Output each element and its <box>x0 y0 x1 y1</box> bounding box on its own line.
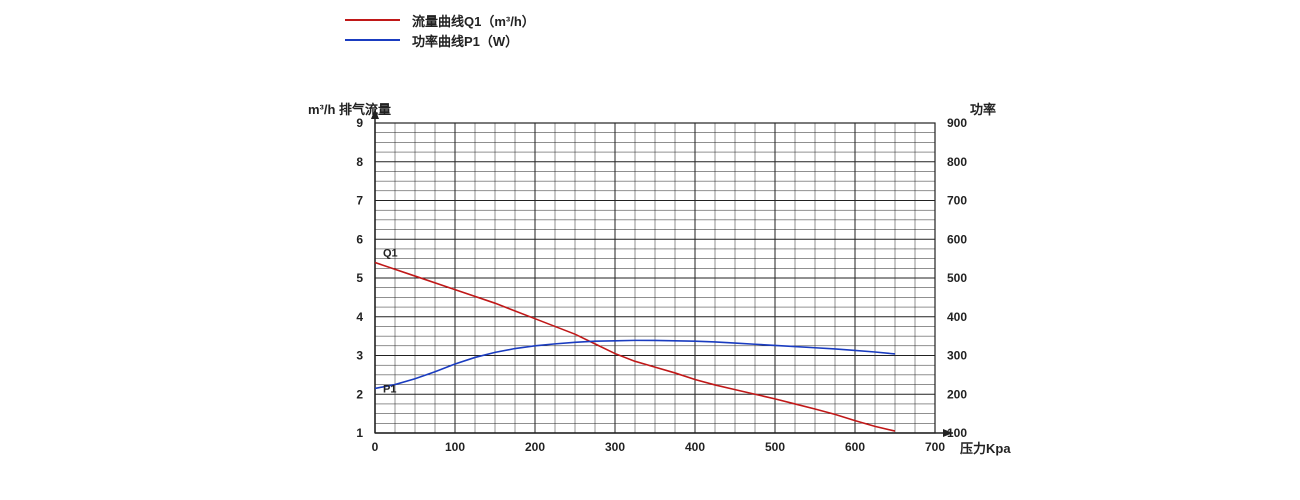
svg-text:3: 3 <box>356 349 363 363</box>
chart-svg: 0100200300400500600700123456789100200300… <box>320 105 1015 473</box>
svg-text:800: 800 <box>947 155 967 169</box>
legend-item-p1: 功率曲线P1（W） <box>345 30 535 50</box>
x-axis-title: 压力Kpa <box>960 438 1011 457</box>
svg-text:8: 8 <box>356 155 363 169</box>
chart: m³/h 排气流量 功率 压力Kpa 010020030040050060070… <box>320 105 1015 473</box>
legend-label-q1: 流量曲线Q1（m³/h） <box>412 11 535 30</box>
svg-text:1: 1 <box>356 426 363 440</box>
svg-text:500: 500 <box>947 271 967 285</box>
svg-text:300: 300 <box>605 440 625 454</box>
svg-text:600: 600 <box>947 232 967 246</box>
svg-text:200: 200 <box>525 440 545 454</box>
svg-text:9: 9 <box>356 116 363 130</box>
legend-label-p1: 功率曲线P1（W） <box>412 31 518 50</box>
svg-text:100: 100 <box>445 440 465 454</box>
legend: 流量曲线Q1（m³/h） 功率曲线P1（W） <box>345 10 535 50</box>
y-right-axis-title: 功率 <box>970 99 996 118</box>
svg-text:400: 400 <box>947 310 967 324</box>
svg-text:7: 7 <box>356 194 363 208</box>
legend-swatch-q1 <box>345 19 400 21</box>
svg-text:2: 2 <box>356 387 363 401</box>
svg-text:600: 600 <box>845 440 865 454</box>
legend-item-q1: 流量曲线Q1（m³/h） <box>345 10 535 30</box>
svg-text:0: 0 <box>372 440 379 454</box>
svg-text:700: 700 <box>947 194 967 208</box>
svg-text:4: 4 <box>356 310 363 324</box>
svg-text:Q1: Q1 <box>383 248 398 260</box>
page: 流量曲线Q1（m³/h） 功率曲线P1（W） m³/h 排气流量 功率 压力Kp… <box>0 0 1300 500</box>
svg-text:700: 700 <box>925 440 945 454</box>
svg-text:6: 6 <box>356 232 363 246</box>
legend-swatch-p1 <box>345 39 400 41</box>
y-left-axis-title: m³/h 排气流量 <box>308 99 391 118</box>
svg-text:900: 900 <box>947 116 967 130</box>
svg-text:200: 200 <box>947 387 967 401</box>
svg-text:400: 400 <box>685 440 705 454</box>
svg-text:500: 500 <box>765 440 785 454</box>
svg-text:P1: P1 <box>383 383 396 395</box>
svg-text:5: 5 <box>356 271 363 285</box>
svg-text:300: 300 <box>947 349 967 363</box>
